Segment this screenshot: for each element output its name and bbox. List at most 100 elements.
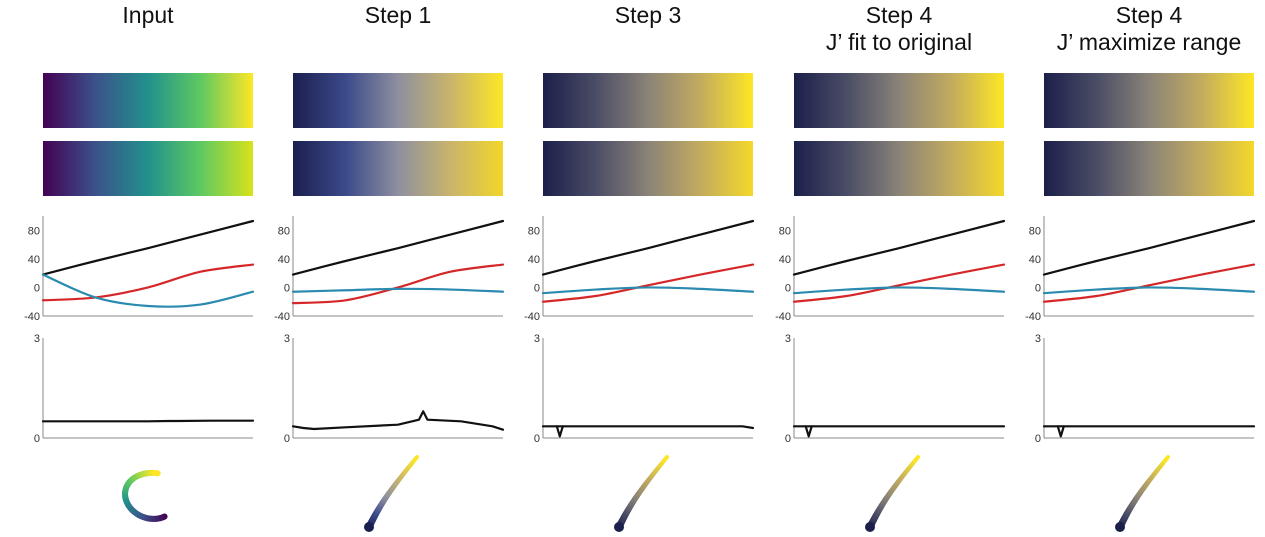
column-title-line-2: J’ fit to original <box>825 29 973 55</box>
y-tick-label: 0 <box>284 282 290 294</box>
colormap-swatch-bottom <box>794 141 1004 196</box>
y-tick-label: 0 <box>534 282 540 294</box>
derivative-dip <box>555 425 564 438</box>
y-tick-label: 40 <box>1029 254 1041 266</box>
colorspace-trajectory <box>122 469 168 522</box>
y-tick-label: 3 <box>534 333 540 345</box>
colormap-swatch-top <box>543 73 753 128</box>
colormap-swatch-bottom <box>1044 141 1254 196</box>
series-line-b <box>541 286 755 295</box>
component-plot: 80 40 0 -40 <box>274 216 505 323</box>
y-tick-label: 40 <box>779 254 791 266</box>
trajectory-segment <box>663 455 669 462</box>
y-tick-label: 3 <box>1035 333 1041 345</box>
y-tick-label: 0 <box>1035 433 1041 445</box>
colormap-swatch-bottom <box>543 141 753 196</box>
colormap-swatch-top <box>43 73 253 128</box>
derivative-plot: 30 <box>534 333 755 445</box>
y-tick-label: 40 <box>28 254 40 266</box>
y-tick-label: 40 <box>528 254 540 266</box>
colorspace-trajectory <box>865 455 920 532</box>
series-line-a <box>291 263 505 305</box>
series-line-J <box>291 219 505 276</box>
colorspace-trajectory <box>1115 455 1170 532</box>
y-tick-label: 0 <box>1035 282 1041 294</box>
series-line-J <box>541 219 755 276</box>
y-tick-label: 0 <box>34 433 40 445</box>
trajectory-segment <box>413 455 419 462</box>
y-tick-label: -40 <box>24 311 40 323</box>
series-line-b <box>291 287 505 293</box>
trajectory-segment <box>914 455 920 462</box>
column-title-line-1: Step 4 <box>1115 2 1183 28</box>
derivative-plot: 30 <box>1035 333 1256 445</box>
series-line-a <box>792 263 1006 303</box>
trajectory-start-blob <box>614 522 624 532</box>
colorspace-trajectory <box>364 455 419 532</box>
y-tick-label: 0 <box>534 433 540 445</box>
derivative-plot: 30 <box>34 333 255 445</box>
colormap-swatch-bottom <box>293 141 503 196</box>
column-title-line-1: Step 4 <box>865 2 933 28</box>
column-title: Step 4 J’ fit to original <box>794 2 1004 56</box>
y-tick-label: 80 <box>779 225 791 237</box>
y-tick-label: 0 <box>284 433 290 445</box>
y-tick-label: 40 <box>278 254 290 266</box>
colormap-swatch-top <box>794 73 1004 128</box>
derivative-line <box>541 425 755 430</box>
component-plot: 80 40 0 -40 <box>1025 216 1256 323</box>
y-tick-label: -40 <box>274 311 290 323</box>
column-title-line-1: Input <box>122 2 174 28</box>
y-tick-label: 80 <box>1029 225 1041 237</box>
y-tick-label: 0 <box>785 282 791 294</box>
trajectory-start-blob <box>865 522 875 532</box>
column-title-line-1: Step 3 <box>614 2 682 28</box>
derivative-plot: 30 <box>284 333 505 445</box>
trajectory-start-blob <box>1115 522 1125 532</box>
derivative-plot: 30 <box>785 333 1006 445</box>
series-line-a <box>41 263 255 302</box>
y-tick-label: 3 <box>284 333 290 345</box>
y-tick-label: 3 <box>34 333 40 345</box>
series-line-a <box>541 263 755 303</box>
y-tick-label: 80 <box>528 225 540 237</box>
column-title: Step 4 J’ maximize range <box>1044 2 1254 56</box>
y-tick-label: -40 <box>775 311 791 323</box>
y-tick-label: 3 <box>785 333 791 345</box>
colorspace-trajectory <box>614 455 669 532</box>
colormap-swatch-top <box>293 73 503 128</box>
y-tick-label: 0 <box>785 433 791 445</box>
y-tick-label: 0 <box>34 282 40 294</box>
trajectory-segment <box>1164 455 1170 462</box>
column-title-line-1: Step 1 <box>364 2 432 28</box>
derivative-line <box>291 410 505 431</box>
derivative-dip <box>1056 425 1065 438</box>
column-title-line-2: J’ maximize range <box>1056 29 1242 55</box>
series-line-J <box>41 219 255 276</box>
series-line-b <box>41 273 255 308</box>
trajectory-start-blob <box>364 522 374 532</box>
component-plot: 80 40 0 -40 <box>524 216 755 323</box>
y-tick-label: -40 <box>1025 311 1041 323</box>
derivative-dip <box>804 425 813 438</box>
colormap-swatch-bottom <box>43 141 253 196</box>
series-line-J <box>1042 219 1256 276</box>
series-line-J <box>792 219 1006 276</box>
column-title: Input <box>43 2 253 29</box>
component-plot: 80 40 0 -40 <box>24 216 255 323</box>
y-tick-label: 80 <box>278 225 290 237</box>
series-line-a <box>1042 263 1256 303</box>
y-tick-label: 80 <box>28 225 40 237</box>
column-title: Step 3 <box>543 2 753 29</box>
y-tick-label: -40 <box>524 311 540 323</box>
component-plot: 80 40 0 -40 <box>775 216 1006 323</box>
column-title: Step 1 <box>293 2 503 29</box>
colormap-swatch-top <box>1044 73 1254 128</box>
series-line-b <box>1042 286 1256 295</box>
derivative-line <box>41 419 255 423</box>
